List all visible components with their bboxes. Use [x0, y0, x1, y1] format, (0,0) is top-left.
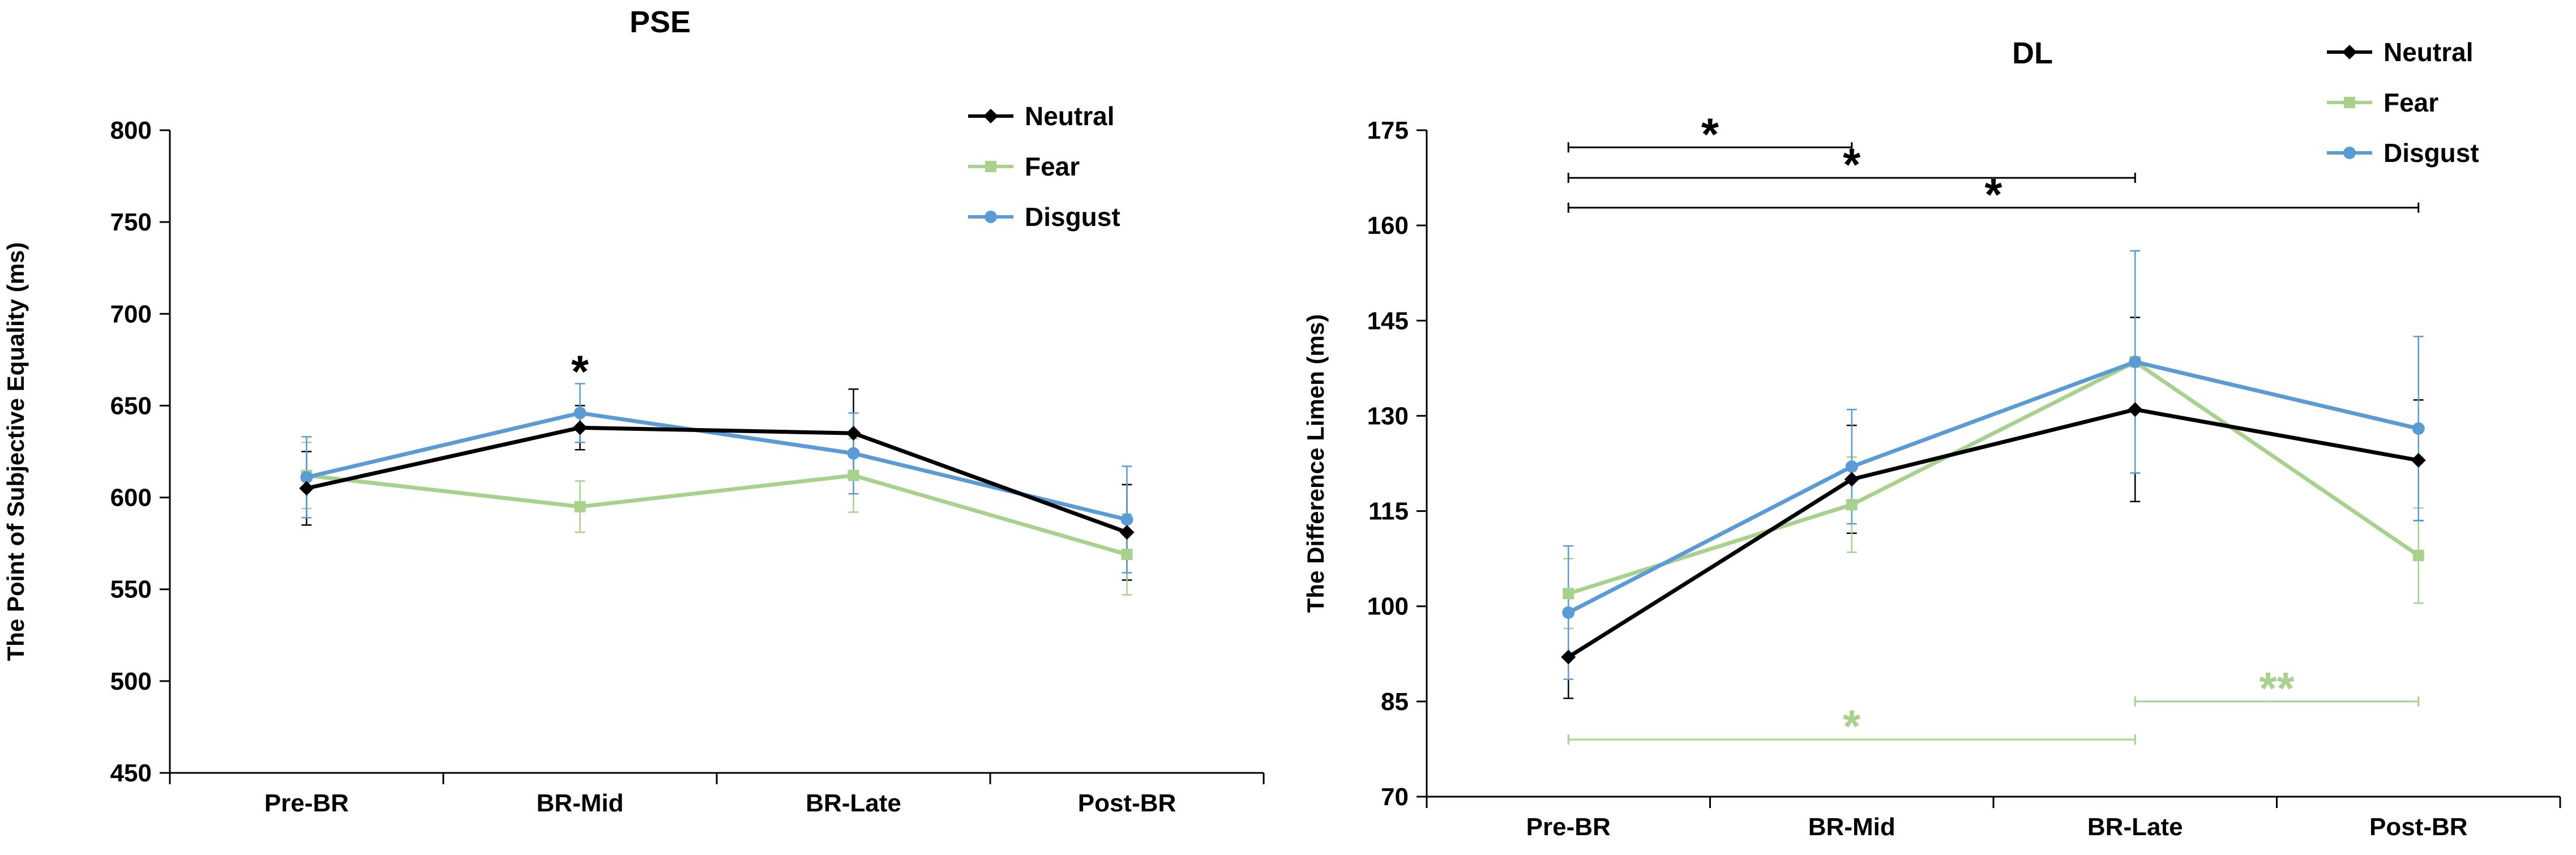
y-tick-label: 70 — [1381, 783, 1409, 811]
data-point-fear — [848, 469, 859, 481]
legend-item-fear: Fear — [968, 152, 1080, 181]
x-tick-label: Post-BR — [2369, 813, 2468, 841]
legend-item-neutral: Neutral — [2327, 37, 2473, 67]
dl-chart-title: DL — [2012, 36, 2053, 70]
dl-chart: DL The Difference Limen (ms) 70 85 100 115 130… — [1302, 36, 2561, 841]
series-line-disgust — [1567, 360, 2419, 615]
significance-bar — [2134, 696, 2420, 707]
y-tick-label: 550 — [110, 576, 152, 604]
series-line-neutral — [1567, 407, 2419, 659]
data-point-disgust — [2129, 356, 2142, 369]
data-point-disgust — [300, 471, 313, 484]
data-point-disgust — [574, 407, 587, 420]
data-point-neutral — [1844, 472, 1859, 487]
y-tick-label: 160 — [1367, 212, 1409, 240]
y-tick-label: 650 — [110, 392, 152, 420]
data-point-neutral — [1561, 649, 1576, 665]
legend-marker — [2344, 97, 2355, 108]
x-tick-label: Pre-BR — [1526, 813, 1611, 841]
series-line-disgust — [306, 411, 1128, 521]
data-point-fear — [1121, 549, 1133, 561]
legend-label: Disgust — [1025, 202, 1120, 232]
data-point-disgust — [1845, 460, 1858, 473]
pse-chart-title: PSE — [630, 5, 691, 39]
x-tick-label: BR-Mid — [537, 789, 624, 817]
data-point-neutral — [299, 481, 314, 496]
legend-label: Fear — [1025, 152, 1080, 181]
legend-marker — [985, 211, 997, 223]
y-tick-label: 175 — [1367, 117, 1409, 144]
y-tick-label: 700 — [110, 300, 152, 328]
dl-y-axis-label: The Difference Limen (ms) — [1302, 314, 1329, 613]
significance-bar — [1567, 142, 1853, 153]
legend-item-fear: Fear — [2327, 88, 2438, 117]
significance-star: ** — [2259, 663, 2295, 713]
data-point-neutral — [1119, 525, 1135, 540]
dl-legend: Neutral Fear Disgust — [2327, 37, 2479, 168]
series-line-fear — [306, 473, 1128, 557]
data-point-neutral — [846, 426, 861, 441]
data-point-disgust — [1562, 606, 1575, 619]
x-tick-label: BR-Late — [2087, 813, 2183, 841]
data-point-disgust — [1120, 513, 1133, 526]
y-tick-label: 750 — [110, 208, 152, 236]
significance-bar — [1567, 173, 2136, 183]
x-tick-label: BR-Mid — [1808, 813, 1895, 841]
data-point-fear — [574, 501, 586, 512]
significance-star: * — [1984, 169, 2002, 220]
legend-marker — [2342, 45, 2357, 59]
y-tick-label: 115 — [1368, 498, 1409, 525]
series-line-neutral — [306, 425, 1128, 535]
legend-item-disgust: Disgust — [2327, 138, 2479, 168]
y-tick-label: 450 — [110, 759, 152, 787]
x-tick-label: Pre-BR — [264, 789, 349, 817]
significance-star: * — [1701, 109, 1719, 159]
x-tick-label: Post-BR — [1078, 789, 1176, 817]
y-tick-label: 500 — [110, 668, 152, 695]
y-tick-label: 130 — [1367, 402, 1409, 430]
data-point-fear — [2412, 550, 2424, 562]
data-point-disgust — [2412, 422, 2425, 435]
legend-label: Neutral — [2384, 37, 2473, 67]
y-tick-label: 100 — [1367, 593, 1409, 621]
legend-item-neutral: Neutral — [968, 101, 1114, 131]
legend-label: Disgust — [2384, 138, 2479, 168]
y-tick-label: 85 — [1381, 688, 1409, 716]
pse-y-axis-label: The Point of Subjective Equality (ms) — [2, 242, 29, 661]
data-point-disgust — [847, 447, 860, 460]
legend-marker — [985, 161, 996, 172]
significance-star: * — [571, 346, 589, 396]
legend-marker — [2343, 147, 2356, 159]
y-tick-label: 600 — [110, 484, 152, 512]
data-point-neutral — [2411, 452, 2426, 468]
data-point-fear — [1563, 588, 1574, 600]
significance-bar — [1567, 202, 2420, 213]
legend-item-disgust: Disgust — [968, 202, 1120, 232]
series-line-fear — [1568, 360, 2420, 596]
legend-label: Neutral — [1025, 101, 1114, 131]
significance-star: * — [1843, 139, 1861, 190]
y-tick-label: 800 — [110, 117, 152, 144]
pse-legend: Neutral Fear Disgust — [968, 101, 1120, 232]
data-point-neutral — [572, 420, 588, 435]
significance-star: * — [1843, 701, 1861, 751]
significance-bar — [1567, 734, 2136, 745]
legend-label: Fear — [2384, 88, 2438, 117]
x-tick-label: BR-Late — [806, 789, 901, 817]
y-tick-label: 145 — [1367, 307, 1409, 335]
pse-chart: PSE The Point of Subjective Equality (ms)… — [2, 5, 1265, 817]
data-point-neutral — [2128, 402, 2143, 417]
data-point-fear — [1846, 499, 1858, 511]
legend-marker — [983, 109, 998, 123]
